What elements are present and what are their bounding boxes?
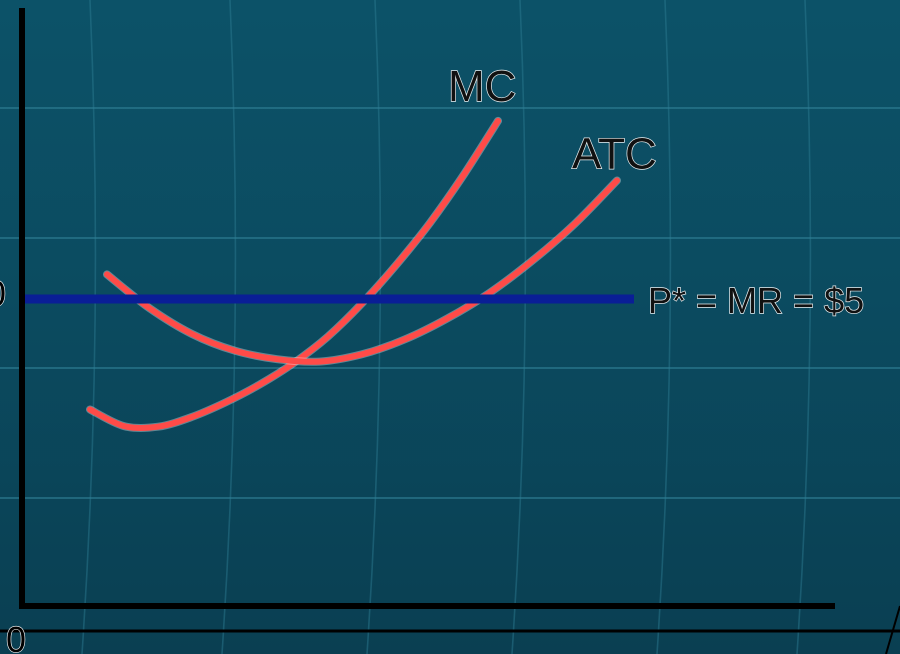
- grid-line-vertical: [366, 0, 382, 654]
- mc-curve-glow: [86, 116, 502, 433]
- grid-line-vertical: [81, 0, 97, 654]
- origin-label: 0: [6, 619, 26, 654]
- grid-line-vertical: [221, 0, 237, 654]
- axes: [0, 8, 900, 654]
- price-mr-label: P* = MR = $5: [648, 280, 864, 321]
- atc-curve: [104, 177, 620, 365]
- y-tick-label: 0: [0, 273, 6, 314]
- grid-line-vertical: [796, 0, 812, 654]
- mc-label: MC: [448, 62, 516, 111]
- atc-curve-glow: [103, 176, 621, 366]
- mc-curve: [87, 117, 501, 432]
- rule-slash: [885, 605, 900, 654]
- atc-label: ATC: [572, 129, 657, 178]
- cost-curves: [22, 116, 634, 433]
- grid-line-vertical: [511, 0, 527, 654]
- series-labels: MC ATC P* = MR = $5: [447, 61, 865, 321]
- grid-line-vertical: [656, 0, 672, 654]
